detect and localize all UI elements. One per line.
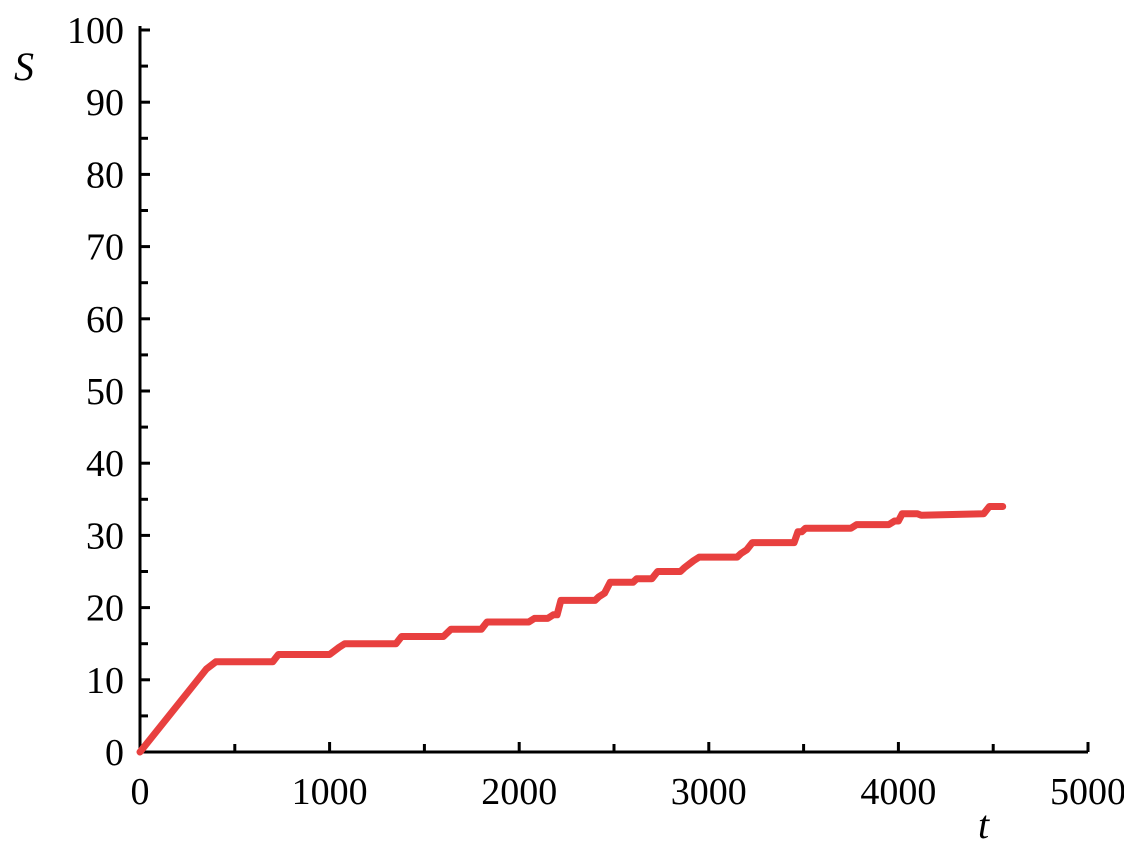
y-tick-label: 60	[86, 299, 124, 341]
series-group	[136, 503, 1007, 756]
x-tick-label: 0	[131, 771, 150, 813]
series-line	[136, 503, 1007, 756]
x-tick-label: 3000	[671, 771, 747, 813]
y-tick-label: 40	[86, 443, 124, 485]
y-tick-label: 20	[86, 588, 124, 630]
y-tick-label: 10	[86, 660, 124, 702]
y-tick-label: 100	[67, 10, 124, 52]
y-tick-label: 50	[86, 371, 124, 413]
y-tick-label: 90	[86, 82, 124, 124]
y-axis-ticks: 0 10 20 30 40 50 60 70 80 90 100	[67, 10, 150, 774]
x-axis-title: t	[978, 802, 990, 846]
x-tick-label: 2000	[481, 771, 557, 813]
y-tick-label: 30	[86, 515, 124, 557]
x-tick-label: 5000	[1050, 771, 1124, 813]
y-tick-label: 80	[86, 154, 124, 196]
y-tick-label: 0	[105, 732, 124, 774]
x-axis-ticks: 0 1000 2000 3000 4000 5000	[131, 742, 1124, 813]
x-tick-label: 1000	[292, 771, 368, 813]
x-tick-label: 4000	[860, 771, 936, 813]
y-tick-label: 70	[86, 227, 124, 269]
y-axis-title: S	[14, 44, 34, 89]
